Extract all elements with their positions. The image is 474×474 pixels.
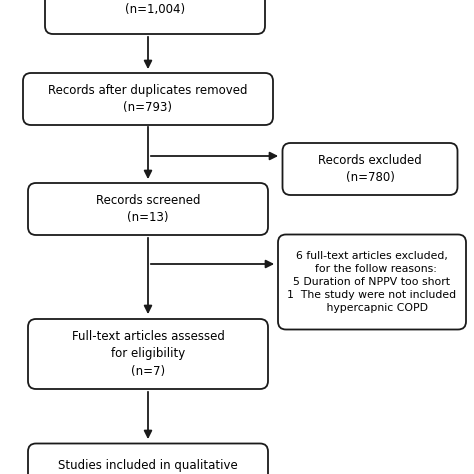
FancyBboxPatch shape xyxy=(283,143,457,195)
Text: Studies included in qualitative: Studies included in qualitative xyxy=(58,459,238,473)
FancyBboxPatch shape xyxy=(28,444,268,474)
FancyBboxPatch shape xyxy=(23,73,273,125)
Text: 6 full-text articles excluded,
  for the follow reasons:
5 Duration of NPPV too : 6 full-text articles excluded, for the f… xyxy=(287,251,456,313)
FancyBboxPatch shape xyxy=(28,183,268,235)
FancyBboxPatch shape xyxy=(45,0,265,34)
FancyBboxPatch shape xyxy=(28,319,268,389)
Text: Full-text articles assessed
for eligibility
(n=7): Full-text articles assessed for eligibil… xyxy=(72,330,224,377)
Text: Records after duplicates removed
(n=793): Records after duplicates removed (n=793) xyxy=(48,84,248,114)
Text: Records excluded
(n=780): Records excluded (n=780) xyxy=(318,154,422,184)
Text: (n=1,004): (n=1,004) xyxy=(125,2,185,16)
FancyBboxPatch shape xyxy=(278,235,466,329)
Text: Records screened
(n=13): Records screened (n=13) xyxy=(96,194,200,224)
